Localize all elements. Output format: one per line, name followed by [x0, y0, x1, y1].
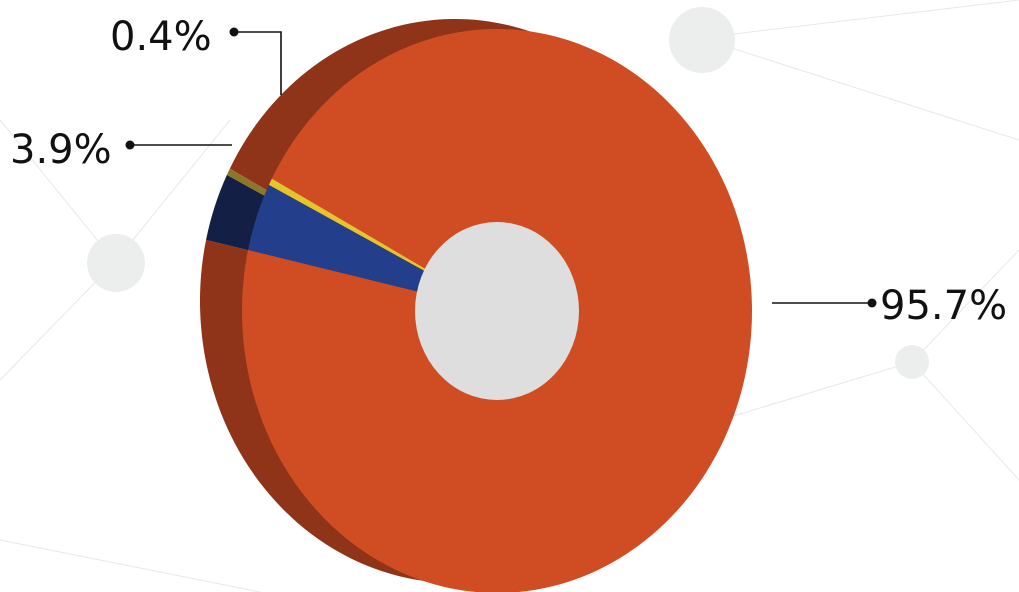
- background-line: [0, 539, 261, 592]
- callout-dot: [229, 27, 239, 37]
- callout-layer: 95.7% 3.9% 0.4%: [10, 14, 1007, 329]
- background-line: [911, 249, 1019, 363]
- callout-dot: [125, 140, 135, 150]
- callout-leader-line: [234, 31, 282, 95]
- slice-percent-label: 95.7%: [880, 283, 1007, 329]
- background-line: [114, 119, 231, 263]
- background-node: [669, 7, 735, 73]
- background-line: [719, 361, 913, 421]
- donut-hole: [415, 222, 579, 400]
- background-line: [911, 361, 1019, 481]
- background-node: [895, 345, 929, 379]
- slice-percent-label: 3.9%: [10, 127, 112, 173]
- background-line: [0, 119, 116, 263]
- slice-percent-label: 0.4%: [110, 14, 212, 60]
- background-line: [699, 0, 1019, 39]
- callout-dot: [867, 298, 877, 308]
- background-node: [87, 234, 145, 292]
- background-line: [699, 37, 1019, 141]
